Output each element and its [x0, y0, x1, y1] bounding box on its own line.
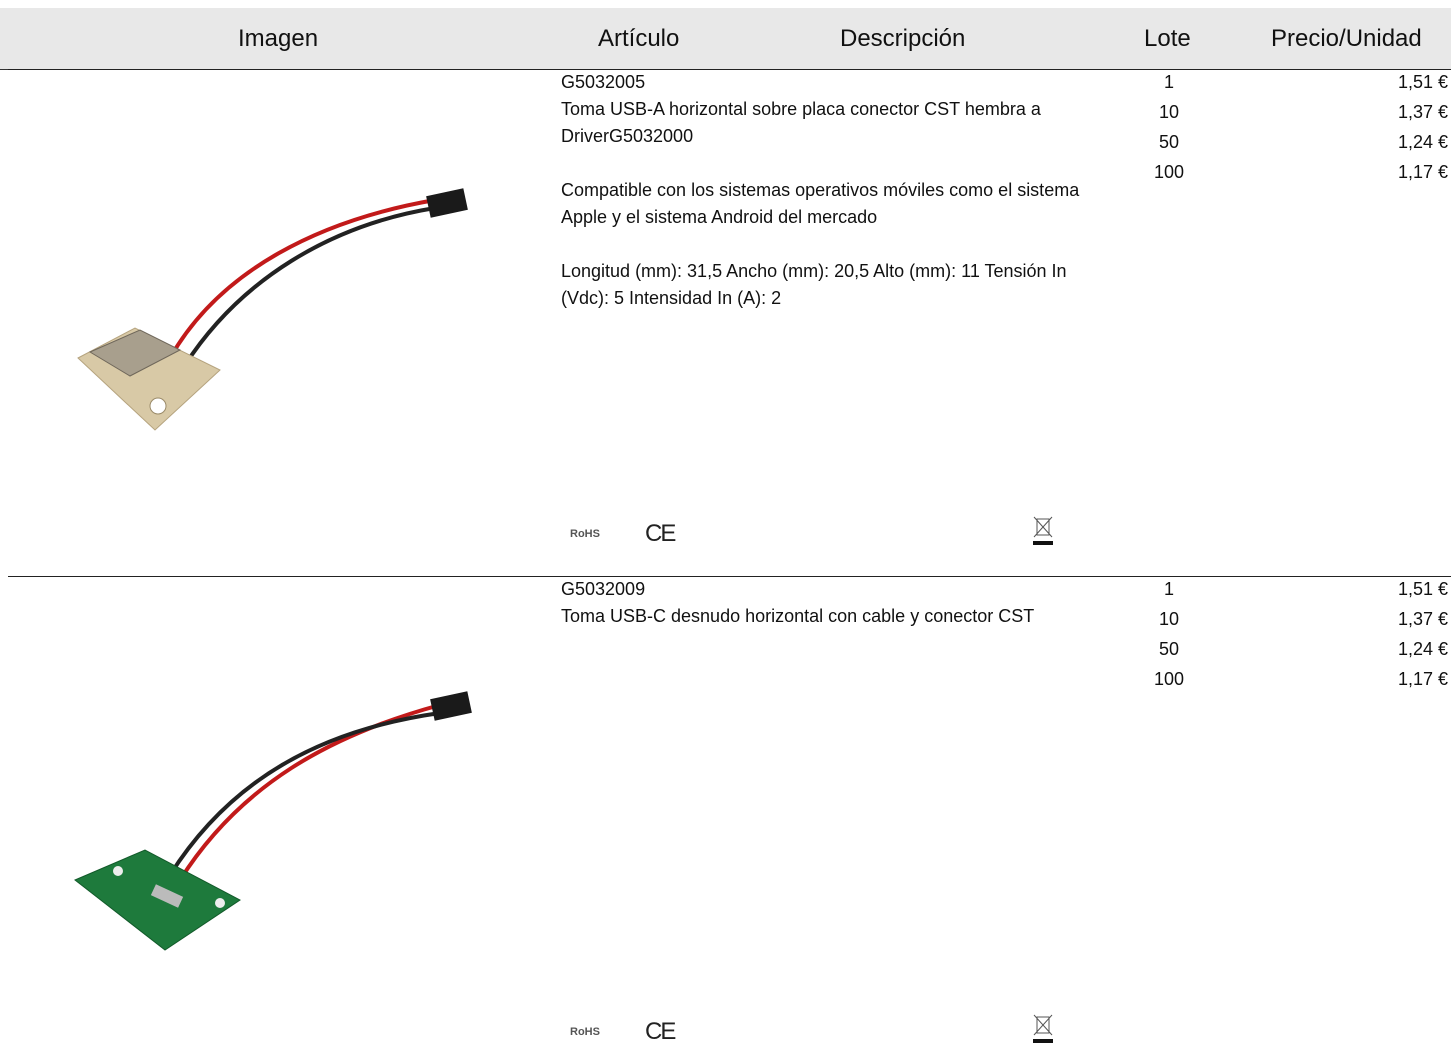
unit-price: 1,24 €	[1397, 639, 1448, 659]
column-header: Precio/Unidad	[1271, 25, 1422, 52]
certification-mark: RoHS	[570, 528, 600, 540]
lot: 100	[1153, 162, 1185, 182]
lot: 10	[1158, 102, 1180, 122]
unit-price: 1,17 €	[1397, 162, 1448, 182]
product-image	[77, 188, 468, 431]
article-code: G5032005	[561, 72, 646, 92]
lot: 50	[1158, 132, 1180, 152]
description-paragraph: Longitud (mm): 31,5 Ancho (mm): 20,5 Alt…	[561, 261, 1067, 308]
column-header: Descripción	[840, 25, 966, 52]
unit-price: 1,24 €	[1397, 132, 1448, 152]
lot: 50	[1158, 639, 1180, 659]
product-image	[74, 691, 472, 951]
description-paragraph: Compatible con los sistemas operativos m…	[561, 180, 1080, 227]
column-header: Lote	[1144, 25, 1191, 52]
lot: 1	[1163, 579, 1174, 599]
certification-mark: CE	[645, 1018, 676, 1045]
weee-icon	[1033, 1014, 1053, 1043]
row-separator	[8, 69, 1451, 70]
certification-mark: CE	[645, 520, 676, 547]
lot: 1	[1163, 72, 1174, 92]
row-separator	[8, 576, 1451, 577]
description-paragraph: Toma USB-A horizontal sobre placa conect…	[561, 99, 1041, 146]
article-code: G5032009	[561, 579, 646, 599]
table-header: Imagen Artículo Descripción Lote Precio/…	[0, 8, 1451, 70]
certification-mark: RoHS	[570, 1026, 600, 1038]
description: Toma USB-A horizontal sobre placa conect…	[561, 96, 1081, 339]
unit-price: 1,37 €	[1397, 102, 1448, 122]
description: Toma USB-C desnudo horizontal con cable …	[561, 603, 1081, 657]
column-header: Artículo	[598, 25, 680, 52]
unit-price: 1,17 €	[1397, 669, 1448, 689]
unit-price: 1,51 €	[1397, 72, 1448, 92]
column-header: Imagen	[238, 25, 319, 52]
lot: 100	[1153, 669, 1185, 689]
description-paragraph: Toma USB-C desnudo horizontal con cable …	[561, 606, 1035, 626]
unit-price: 1,51 €	[1397, 579, 1448, 599]
unit-price: 1,37 €	[1397, 609, 1448, 629]
weee-icon	[1033, 516, 1053, 545]
lot: 10	[1158, 609, 1180, 629]
